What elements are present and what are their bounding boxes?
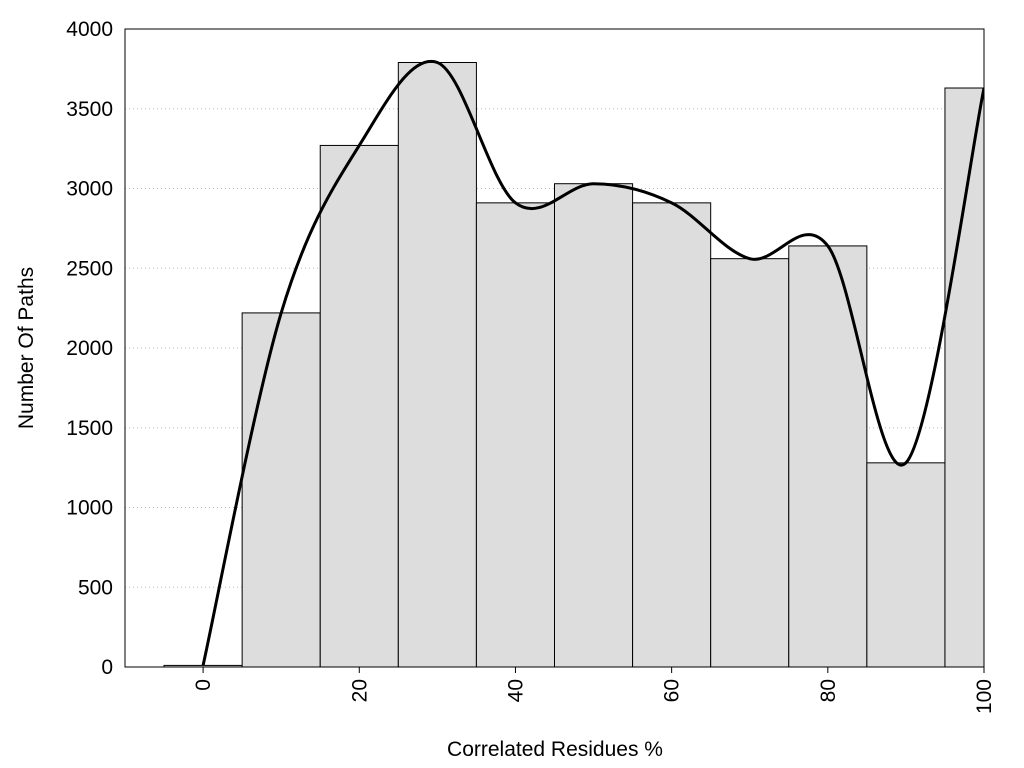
bar xyxy=(710,258,790,667)
x-tick-label: 100 xyxy=(973,679,996,714)
bar xyxy=(788,245,868,667)
bar xyxy=(866,462,946,667)
bar xyxy=(475,202,555,667)
bar xyxy=(241,312,321,667)
plot-frame xyxy=(124,28,985,668)
x-tick-label: 20 xyxy=(348,679,371,702)
y-tick-label: 3000 xyxy=(66,178,113,201)
bar xyxy=(632,202,712,667)
x-tick-label: 80 xyxy=(817,679,840,702)
plot-area xyxy=(163,59,984,667)
y-axis-label: Number Of Paths xyxy=(15,267,38,429)
y-tick-label: 3500 xyxy=(66,98,113,121)
y-tick-label: 2500 xyxy=(66,257,113,280)
bar xyxy=(397,61,477,667)
x-tick-label: 0 xyxy=(192,679,215,691)
y-tick-label: 2000 xyxy=(66,337,113,360)
bar xyxy=(319,144,399,667)
y-tick-label: 0 xyxy=(101,656,113,679)
y-tick-label: 1500 xyxy=(66,417,113,440)
x-tick-label: 40 xyxy=(504,679,527,702)
x-axis-label: Correlated Residues % xyxy=(447,738,663,761)
y-tick-label: 4000 xyxy=(66,18,113,41)
x-tick-label: 60 xyxy=(661,679,684,702)
y-tick-label: 500 xyxy=(78,576,113,599)
y-tick-label: 1000 xyxy=(66,497,113,520)
bar xyxy=(554,183,634,667)
smooth-line xyxy=(201,59,984,666)
